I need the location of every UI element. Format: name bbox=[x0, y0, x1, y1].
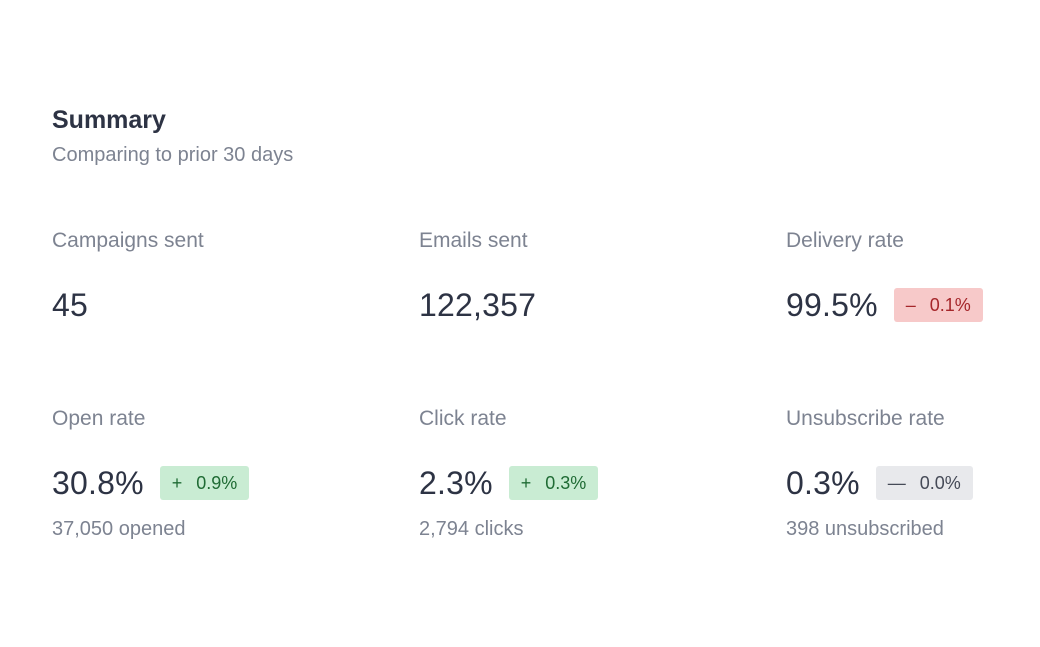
metric-value-row: 45 bbox=[52, 286, 352, 324]
metric-note: 2,794 clicks bbox=[419, 518, 524, 540]
metric-value-row: 2.3% + 0.3% bbox=[419, 464, 719, 502]
trend-up-icon: + bbox=[171, 473, 183, 493]
summary-card: Summary Comparing to prior 30 days Campa… bbox=[52, 104, 1012, 540]
change-amount: 0.1% bbox=[929, 295, 971, 315]
metric-delivery-rate: Delivery rate 99.5% – 0.1% bbox=[786, 228, 1040, 324]
change-amount: 0.9% bbox=[196, 473, 238, 493]
metric-value: 122,357 bbox=[419, 287, 537, 323]
metric-open-rate: Open rate 30.8% + 0.9% 37,050 opened bbox=[52, 406, 352, 542]
change-badge-up: + 0.3% bbox=[508, 466, 599, 500]
metric-label: Click rate bbox=[419, 407, 507, 430]
metric-label: Campaigns sent bbox=[52, 229, 204, 252]
trend-down-icon: – bbox=[905, 295, 916, 315]
change-amount: 0.0% bbox=[919, 473, 961, 493]
metric-label: Emails sent bbox=[419, 229, 528, 252]
summary-title: Summary bbox=[52, 106, 166, 134]
metric-campaigns-sent: Campaigns sent 45 bbox=[52, 228, 352, 324]
metric-note: 398 unsubscribed bbox=[786, 518, 944, 540]
metric-value-row: 30.8% + 0.9% bbox=[52, 464, 352, 502]
change-badge-neutral: — 0.0% bbox=[875, 466, 973, 500]
metric-value: 30.8% bbox=[52, 465, 144, 501]
metric-emails-sent: Emails sent 122,357 bbox=[419, 228, 719, 324]
metric-value-row: 99.5% – 0.1% bbox=[786, 286, 1040, 324]
metric-unsubscribe-rate: Unsubscribe rate 0.3% — 0.0% 398 unsubsc… bbox=[786, 406, 1040, 542]
trend-up-icon: + bbox=[520, 473, 532, 493]
metric-label: Delivery rate bbox=[786, 229, 904, 252]
trend-flat-icon: — bbox=[887, 473, 906, 493]
metric-label: Open rate bbox=[52, 407, 146, 430]
metric-value-row: 122,357 bbox=[419, 286, 719, 324]
change-badge-down: – 0.1% bbox=[893, 288, 983, 322]
metric-value: 99.5% bbox=[786, 287, 878, 323]
metric-value: 0.3% bbox=[786, 465, 860, 501]
change-badge-up: + 0.9% bbox=[159, 466, 250, 500]
change-amount: 0.3% bbox=[545, 473, 587, 493]
summary-subtitle: Comparing to prior 30 days bbox=[52, 144, 294, 166]
metric-click-rate: Click rate 2.3% + 0.3% 2,794 clicks bbox=[419, 406, 719, 542]
metric-label: Unsubscribe rate bbox=[786, 407, 945, 430]
metric-value: 2.3% bbox=[419, 465, 493, 501]
metric-value-row: 0.3% — 0.0% bbox=[786, 464, 1040, 502]
metric-note: 37,050 opened bbox=[52, 518, 186, 540]
metric-value: 45 bbox=[52, 287, 88, 323]
